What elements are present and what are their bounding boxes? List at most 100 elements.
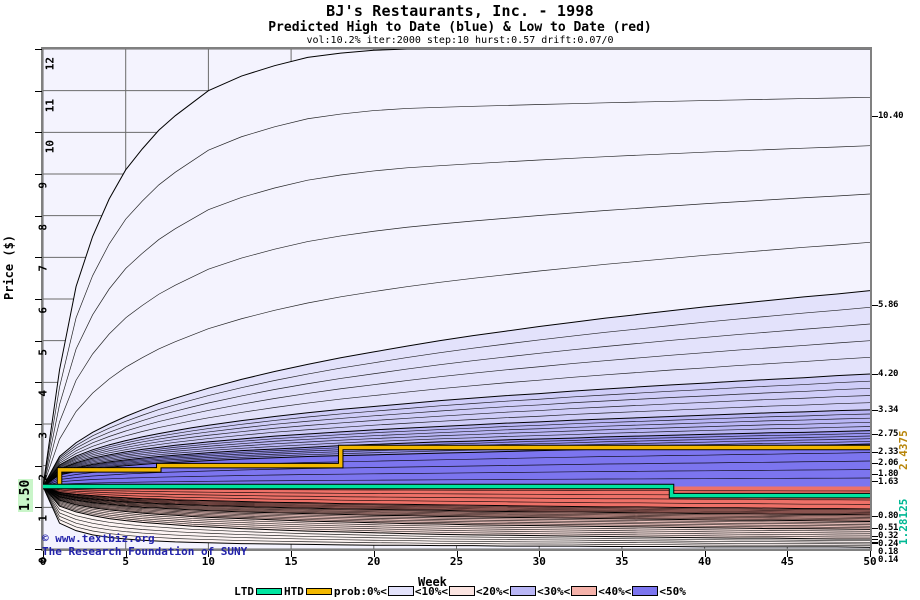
contour-tick-mark	[872, 451, 878, 453]
x-tick-mark	[43, 551, 44, 557]
legend-ltd-label: LTD	[234, 584, 254, 598]
contour-value-label: 3.34	[878, 404, 899, 415]
y-tick-label: 4	[36, 390, 50, 397]
x-tick-label: 10	[201, 555, 216, 568]
contour-value-label: 1.63	[878, 477, 899, 487]
y-tick-label: 3	[36, 432, 50, 439]
y-tick-mark	[35, 382, 42, 384]
legend-band-swatch-4	[632, 586, 659, 596]
y-tick-mark	[35, 257, 42, 259]
contour-value-label: 0.14	[878, 554, 899, 565]
contour-tick-mark	[872, 535, 878, 537]
y-tick-mark	[35, 90, 42, 92]
x-tick-label: 25	[449, 555, 464, 568]
contour-tick-mark	[872, 541, 878, 543]
contour-value-label: 10.40	[878, 110, 904, 121]
x-tick-mark	[456, 551, 458, 557]
x-tick-mark	[208, 551, 210, 557]
contour-tick-mark	[872, 463, 878, 465]
x-tick-label: 50	[863, 555, 877, 568]
y-tick-mark	[35, 549, 42, 550]
x-tick-label: 20	[367, 555, 381, 568]
legend-band-label-0: <10%<	[414, 584, 448, 598]
y-tick-label: 10	[43, 140, 57, 154]
x-tick-mark	[621, 551, 623, 557]
x-tick-label: 45	[780, 555, 794, 568]
contour-tick-mark	[872, 474, 878, 475]
current-price-marker: 1.50	[18, 478, 33, 512]
legend-band-swatch-1	[448, 586, 475, 596]
x-tick-label: 5	[122, 555, 130, 568]
y-tick-mark	[35, 299, 42, 300]
y-tick-mark	[35, 132, 42, 134]
contour-value-label: 2.06	[878, 458, 899, 469]
contour-value-label: 0.18	[878, 546, 899, 557]
x-tick-label: 15	[284, 555, 298, 568]
contour-value-label: 2.33	[878, 446, 899, 457]
legend-band-label-3: <40%<	[598, 584, 632, 598]
x-tick-label: 35	[615, 555, 629, 568]
legend-ltd-swatch	[256, 587, 282, 595]
y-tick-mark	[35, 215, 42, 217]
x-tick-mark	[870, 551, 871, 557]
y-tick-label: 12	[43, 57, 57, 71]
y-tick-mark	[35, 465, 42, 467]
x-tick-label: 40	[698, 555, 712, 568]
x-tick-mark	[539, 551, 541, 557]
chart-legend: LTD HTD prob:0%< <10%< <20%< <30%< <40%< <50%	[0, 584, 920, 598]
x-tick-label: 0	[39, 555, 47, 568]
y-axis-label: Price ($)	[2, 234, 16, 300]
probability-cone-chart	[43, 49, 870, 549]
y-tick-label: 9	[36, 182, 50, 189]
page-subtitle: Predicted High to Date (blue) & Low to D…	[268, 20, 652, 35]
contour-tick-mark	[872, 304, 878, 306]
x-tick-mark	[373, 551, 375, 557]
y-tick-mark	[35, 49, 42, 50]
contour-tick-mark	[872, 481, 878, 483]
plot-area	[41, 47, 872, 551]
contour-tick-mark	[872, 527, 878, 529]
htd-end-value: 2.4375	[897, 430, 910, 470]
contour-tick-mark	[872, 374, 878, 375]
y-tick-mark	[35, 424, 42, 425]
legend-band-swatch-2	[510, 586, 537, 596]
credit-line-2: The Research Foundation of SUNY	[42, 545, 248, 558]
contour-tick-mark	[872, 539, 878, 540]
x-tick-mark	[125, 551, 127, 557]
legend-band-label-2: <30%<	[537, 584, 571, 598]
legend-band-label-4: <50%	[659, 584, 686, 598]
y-tick-label: 1	[36, 515, 50, 522]
plot-inner	[43, 49, 870, 549]
legend-htd-label: HTD	[284, 584, 304, 598]
contour-value-label: 0.51	[878, 522, 899, 533]
copyright-credit: © www.textbiz.org The Research Foundatio…	[42, 532, 247, 558]
x-tick-mark	[787, 551, 789, 557]
contour-tick-mark	[872, 115, 878, 117]
legend-band-label-1: <20%<	[475, 584, 510, 598]
y-tick-label: 2	[36, 473, 50, 481]
contour-value-label: 2.75	[878, 429, 899, 440]
x-tick-mark	[291, 551, 293, 557]
contour-tick-mark	[872, 434, 878, 436]
x-tick-label: 30	[532, 555, 546, 568]
contour-tick-mark	[872, 409, 878, 411]
credit-line-1: © www.textbiz.org	[42, 532, 155, 545]
legend-band-swatch-0	[387, 586, 414, 596]
page-title: BJ's Restaurants, Inc. - 1998	[326, 2, 594, 20]
contour-value-label: 0.32	[878, 530, 899, 541]
contour-tick-mark	[872, 515, 878, 517]
y-tick-mark	[35, 340, 42, 342]
ltd-end-value: 1.28125	[897, 498, 910, 545]
contour-value-label: 5.86	[878, 299, 899, 310]
legend-htd-swatch	[305, 587, 332, 595]
contour-value-label: 0.24	[878, 538, 899, 549]
y-tick-label: 6	[36, 307, 50, 314]
y-tick-mark	[35, 507, 42, 509]
x-axis-label: Week	[418, 575, 447, 589]
legend-prob-label: prob:0%<	[333, 584, 387, 598]
contour-value-label: 4.20	[878, 369, 899, 379]
y-tick-label: 5	[36, 348, 50, 356]
y-tick-label: 7	[36, 265, 50, 272]
contour-value-label: 0.80	[878, 510, 899, 521]
